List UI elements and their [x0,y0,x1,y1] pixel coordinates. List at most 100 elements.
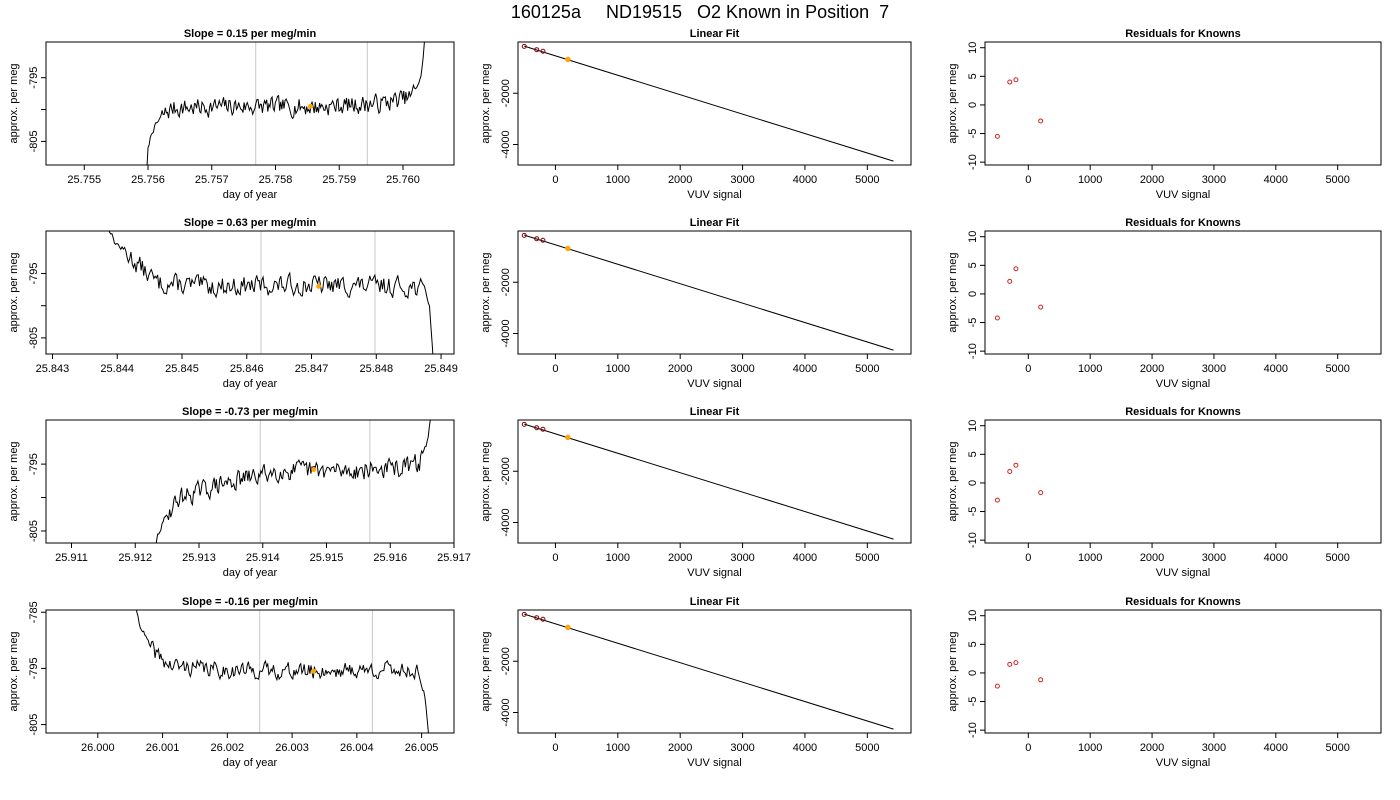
series-line [146,42,425,165]
x-tick-label: 5000 [855,363,879,375]
y-tick-label: -5 [967,129,979,139]
data-point [1013,77,1019,83]
chart-title: Residuals for Knowns [1125,596,1241,608]
y-tick-label: -2000 [500,647,512,675]
y-tick-label: 5 [967,73,979,79]
x-tick-label: 2000 [668,363,692,375]
x-tick-label: 0 [552,552,558,564]
data-point [1007,661,1013,667]
y-tick-label: -795 [28,67,40,89]
x-axis-label: VUV signal [687,757,741,769]
x-tick-label: 4000 [1264,552,1288,564]
y-tick-label: -795 [28,657,40,679]
y-tick-label: 5 [967,451,979,457]
x-tick-label: 25.916 [373,552,407,564]
x-tick-label: 2000 [668,742,692,754]
fit-panel-row-2: Linear Fit 0 1000 2000 3000 4000 5000 -4000 -200… [480,217,912,390]
x-tick-label: 26.000 [81,742,115,754]
x-tick-label: 25.917 [437,552,471,564]
plot-frame [45,230,455,355]
chart-title: Linear Fit [690,28,740,40]
x-tick-label: 25.759 [322,174,356,186]
y-tick-label: -5 [967,318,979,328]
sample-marker [310,668,316,674]
plot-frame [984,41,1382,166]
x-axis-label: VUV signal [687,189,741,201]
plot-area [521,421,894,540]
residuals-panel-row-2: Residuals for Knowns 0 1000 2000 3000 4000 500… [947,217,1382,390]
y-tick-label: -10 [967,154,979,170]
x-axis-label: VUV signal [1156,378,1210,390]
x-tick-label: 5000 [1325,552,1349,564]
x-tick-label: 4000 [793,742,817,754]
data-point [1038,490,1044,496]
x-tick-label: 26.004 [340,742,374,754]
chart-title: Residuals for Knowns [1125,406,1241,418]
data-point [1013,462,1019,468]
y-axis-label: approx. per meg [480,63,492,143]
plot-frame [517,419,912,544]
y-tick-label: -5 [967,697,979,707]
x-tick-label: 25.911 [55,552,88,564]
x-tick-label: 25.849 [424,363,458,375]
x-tick-label: 3000 [1202,552,1226,564]
x-tick-label: 0 [1025,552,1031,564]
y-tick-label: -805 [28,520,40,542]
chart-title: Residuals for Knowns [1125,217,1241,229]
x-tick-label: 1000 [606,552,630,564]
x-tick-label: 2000 [1140,552,1164,564]
data-point [1013,266,1019,272]
y-axis-label: approx. per meg [8,63,20,143]
chart-title: Slope = -0.16 per meg/min [182,596,318,608]
x-tick-label: 25.757 [195,174,229,186]
data-point [994,315,1000,321]
plot-area [146,42,425,165]
y-axis-label: approx. per meg [8,252,20,332]
data-point [1007,468,1013,474]
x-tick-label: 25.844 [100,363,134,375]
chart-title: Linear Fit [690,406,740,418]
x-axis-label: day of year [223,189,278,201]
chart-title: Slope = 0.15 per meg/min [184,28,317,40]
chart-title: Slope = 0.63 per meg/min [184,217,317,229]
chart-title: Linear Fit [690,596,740,608]
fit-panel-row-1: Linear Fit 0 1000 2000 3000 4000 5000 -4000 -200… [480,28,912,201]
y-tick-label: 0 [967,670,979,676]
fit-line [524,613,894,730]
data-point [540,426,546,432]
data-point [1013,660,1019,666]
x-tick-label: 1000 [606,174,630,186]
data-point [534,615,540,621]
highlight-point [565,56,571,63]
chart-title: Residuals for Knowns [1125,28,1241,40]
y-tick-label: -795 [28,262,40,284]
x-tick-label: 26.003 [275,742,309,754]
x-axis-label: day of year [223,757,278,769]
x-tick-label: 5000 [1325,363,1349,375]
y-tick-label: -4000 [500,508,512,536]
y-axis-label: approx. per meg [480,631,492,711]
data-point [994,133,1000,139]
data-point [521,421,527,427]
data-point [521,232,527,238]
x-tick-label: 26.002 [211,742,245,754]
plot-area [108,231,434,354]
x-tick-label: 3000 [730,552,754,564]
page-title: 160125a ND19515 O2 Known in Position 7 [510,2,890,22]
plot-frame [45,41,455,166]
x-tick-label: 3000 [730,742,754,754]
data-point [534,236,540,242]
x-axis-label: VUV signal [1156,757,1210,769]
y-tick-label: 0 [967,102,979,108]
x-tick-label: 26.005 [405,742,439,754]
y-tick-label: -10 [967,343,979,359]
x-tick-label: 2000 [668,174,692,186]
y-axis-label: approx. per meg [480,441,492,521]
x-tick-label: 1000 [606,742,630,754]
x-tick-label: 0 [1025,174,1031,186]
x-tick-label: 4000 [1264,363,1288,375]
data-point [534,425,540,431]
x-tick-label: 25.755 [67,174,101,186]
sample-marker [308,103,314,109]
